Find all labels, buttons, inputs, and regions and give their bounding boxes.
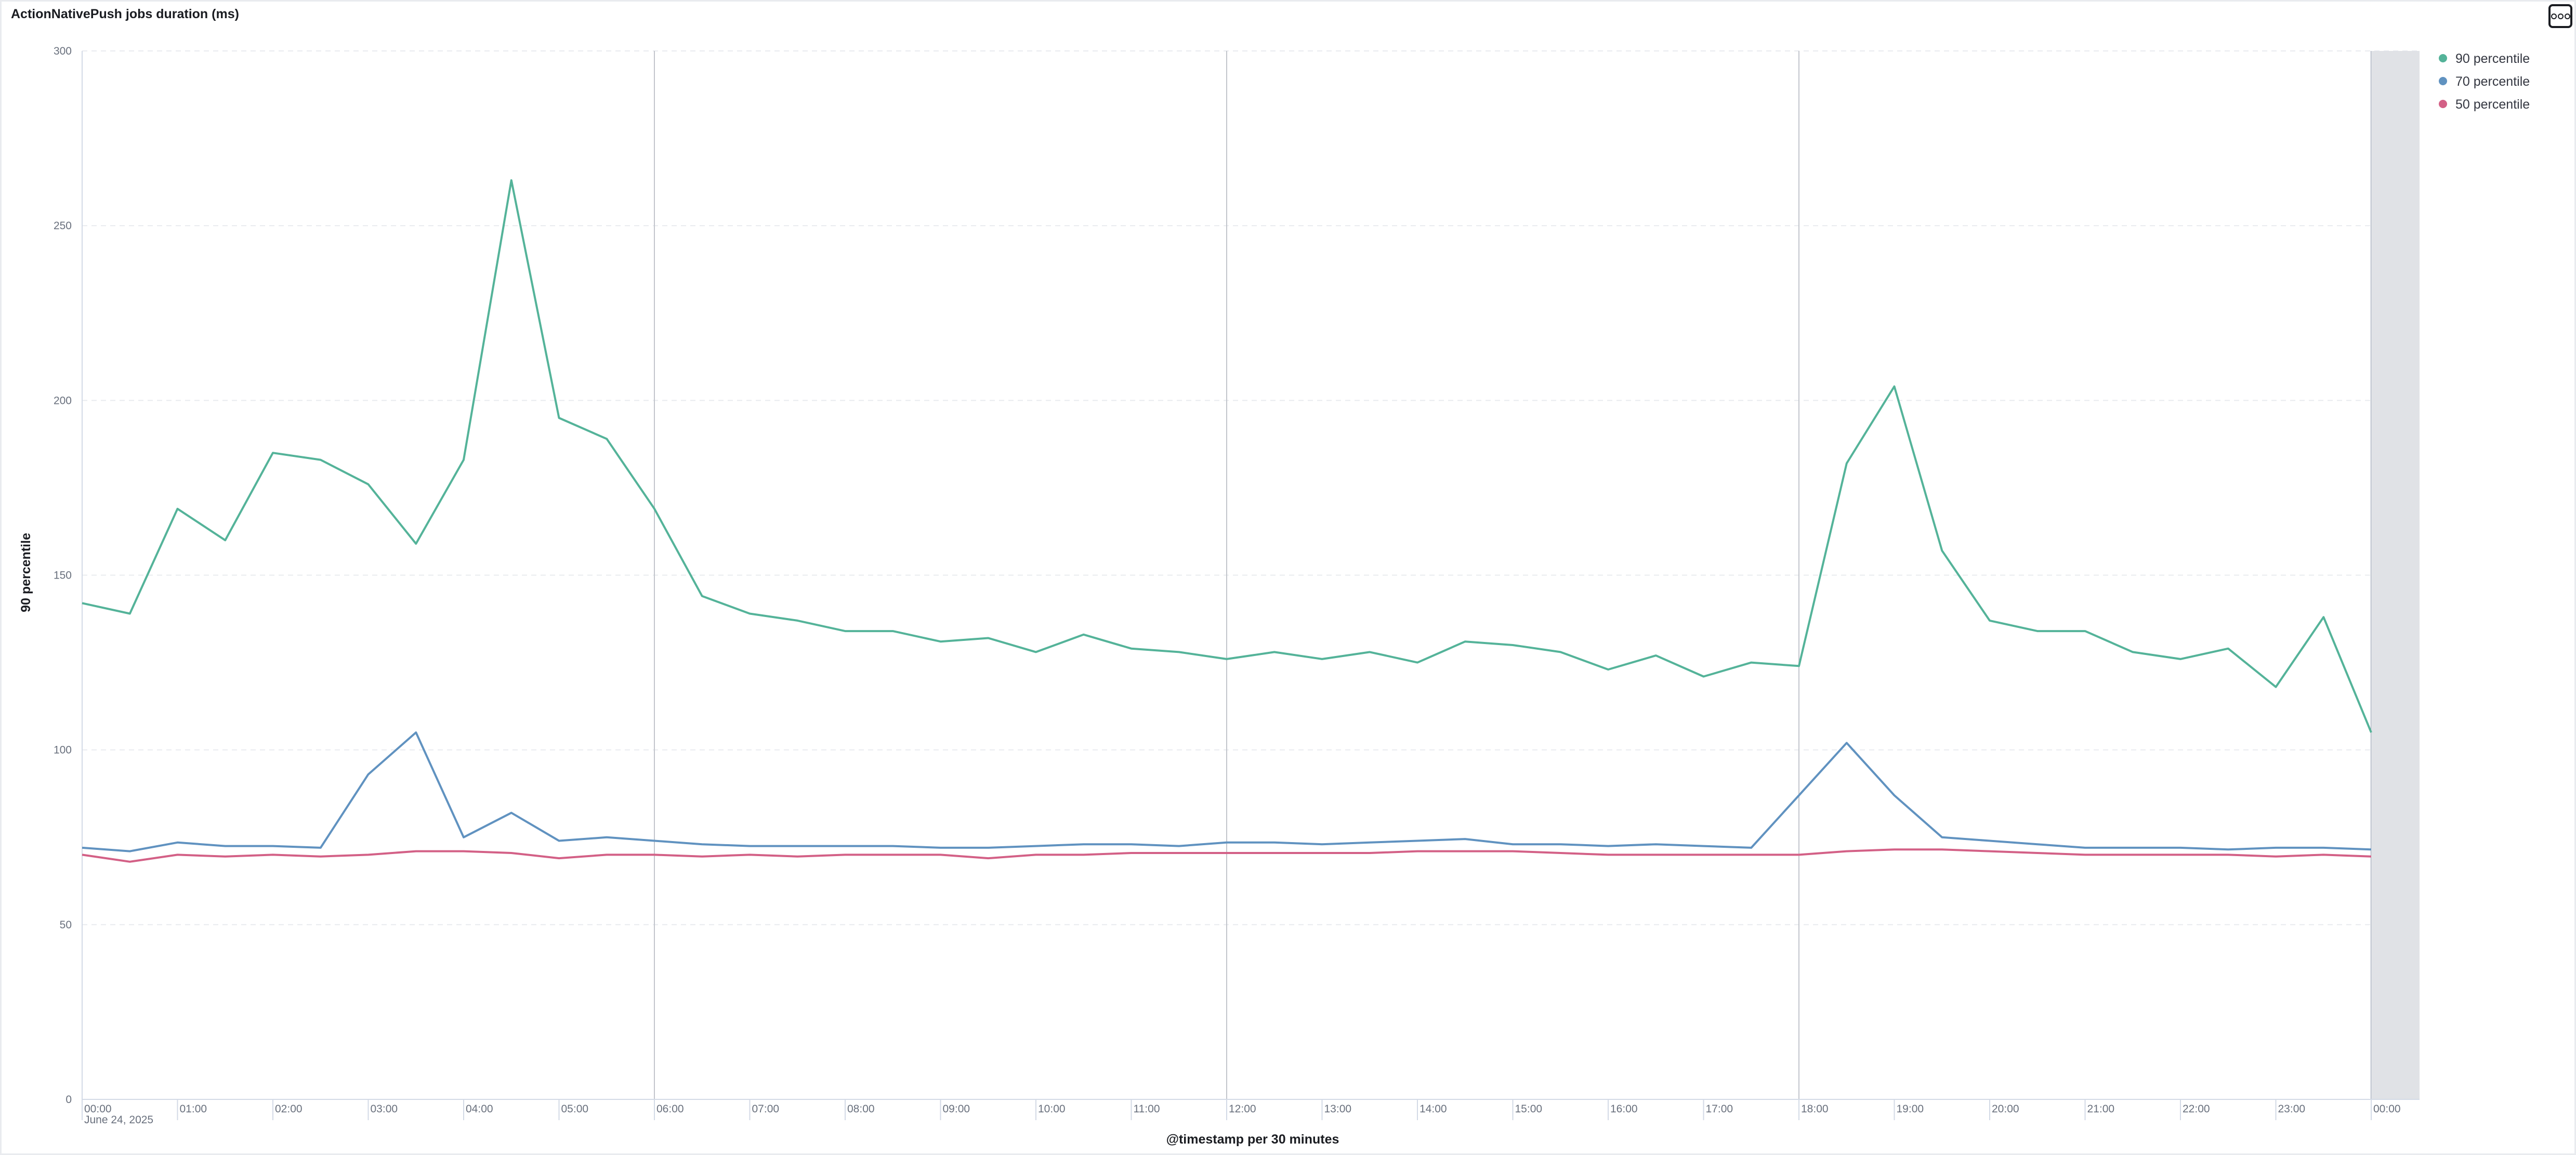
x-tick-label: 13:00 (1324, 1103, 1352, 1115)
legend-swatch (2439, 77, 2447, 85)
x-tick-label: 15:00 (1515, 1103, 1543, 1115)
x-tick-label: 07:00 (752, 1103, 780, 1115)
panel-options-button[interactable] (2548, 4, 2572, 28)
y-tick-label: 250 (54, 220, 72, 232)
panel-title: ActionNativePush jobs duration (ms) (11, 7, 239, 21)
x-tick-label: 00:00 (84, 1103, 112, 1115)
x-tick-label: 05:00 (561, 1103, 589, 1115)
x-tick-label: 18:00 (1801, 1103, 1829, 1115)
y-axis-title: 90 percentile (19, 533, 33, 612)
partial-bucket-shade (2371, 51, 2420, 1099)
x-tick-label: 16:00 (1610, 1103, 1638, 1115)
y-tick-label: 150 (54, 570, 72, 582)
x-tick-label: 00:00 (2373, 1103, 2401, 1115)
ellipsis-icon (2551, 13, 2571, 19)
partial-bucket-region (2371, 51, 2420, 1099)
axes: 0 50 100 150 200 250 300 00:00 01:00 02:00 03:00 04… (19, 45, 2420, 1147)
legend-label: 90 percentile (2455, 51, 2530, 66)
series-line-1 (82, 179, 2372, 733)
x-tick-label: 14:00 (1420, 1103, 1447, 1115)
x-tick-label: 11:00 (1134, 1103, 1160, 1115)
x-tick-label: 17:00 (1706, 1103, 1733, 1115)
x-tick-label: 22:00 (2183, 1103, 2210, 1115)
x-tick-label: 06:00 (656, 1103, 684, 1115)
x-tick-label: 19:00 (1897, 1103, 1924, 1115)
x-tick-label: 20:00 (1992, 1103, 2019, 1115)
legend-swatch (2439, 54, 2447, 62)
y-tick-label: 50 (60, 919, 72, 931)
series-lines (82, 179, 2372, 863)
legend-label: 70 percentile (2455, 74, 2530, 89)
legend-label: 50 percentile (2455, 97, 2530, 112)
x-tick-label: 23:00 (2278, 1103, 2306, 1115)
y-tick-label: 200 (54, 395, 72, 406)
legend: 90 percentile 70 percentile 50 percentile (2439, 51, 2530, 112)
series-line-3 (82, 848, 2372, 863)
x-tick-label: 21:00 (2087, 1103, 2115, 1115)
x-tick-label: 03:00 (371, 1103, 398, 1115)
x-tick-label: 09:00 (943, 1103, 970, 1115)
x-tick-label: 08:00 (847, 1103, 875, 1115)
legend-swatch (2439, 100, 2447, 108)
x-tick-label: 10:00 (1038, 1103, 1066, 1115)
x-tick-label: 02:00 (275, 1103, 303, 1115)
y-tick-label: 100 (54, 744, 72, 756)
series-line-2 (82, 731, 2372, 852)
x-date-label: June 24, 2025 (84, 1114, 153, 1126)
y-tick-label: 0 (65, 1094, 72, 1106)
grid-lines (82, 50, 2420, 1120)
x-tick-label: 04:00 (466, 1103, 493, 1115)
x-tick-label: 01:00 (180, 1103, 207, 1115)
x-tick-label: 12:00 (1229, 1103, 1256, 1115)
x-axis-title: @timestamp per 30 minutes (1166, 1132, 1339, 1147)
y-tick-label: 300 (54, 45, 72, 57)
